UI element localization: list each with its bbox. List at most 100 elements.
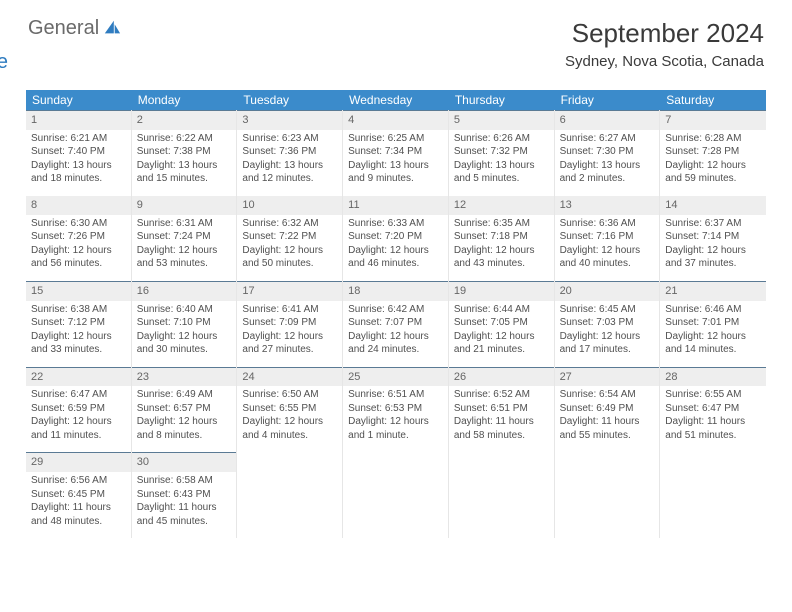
daylight-line: Daylight: 12 hours and 50 minutes. [242,244,337,271]
day-number: 27 [555,367,660,387]
daylight-line: Daylight: 13 hours and 5 minutes. [454,159,549,186]
calendar-day: 10Sunrise: 6:32 AMSunset: 7:22 PMDayligh… [237,196,343,281]
calendar-day: 2Sunrise: 6:22 AMSunset: 7:38 PMDaylight… [132,110,238,196]
sunset-line: Sunset: 7:28 PM [665,145,761,159]
sunset-line: Sunset: 6:47 PM [665,402,761,416]
daylight-line: Daylight: 12 hours and 40 minutes. [560,244,655,271]
sunrise-line: Sunrise: 6:27 AM [560,132,655,146]
calendar-day: 8Sunrise: 6:30 AMSunset: 7:26 PMDaylight… [26,196,132,281]
day-number: 22 [26,367,131,387]
daylight-line: Daylight: 12 hours and 53 minutes. [137,244,232,271]
calendar-day: 16Sunrise: 6:40 AMSunset: 7:10 PMDayligh… [132,281,238,367]
calendar-day: 21Sunrise: 6:46 AMSunset: 7:01 PMDayligh… [660,281,766,367]
day-number: 15 [26,281,131,301]
calendar-day: 19Sunrise: 6:44 AMSunset: 7:05 PMDayligh… [449,281,555,367]
sunrise-line: Sunrise: 6:47 AM [31,388,126,402]
day-details: Sunrise: 6:45 AMSunset: 7:03 PMDaylight:… [555,301,660,357]
day-number: 14 [660,196,766,215]
day-details: Sunrise: 6:49 AMSunset: 6:57 PMDaylight:… [132,386,237,442]
day-number: 23 [132,367,237,387]
day-number: 21 [660,281,766,301]
sunset-line: Sunset: 7:40 PM [31,145,126,159]
daylight-line: Daylight: 12 hours and 4 minutes. [242,415,337,442]
day-number: 19 [449,281,554,301]
daylight-line: Daylight: 13 hours and 15 minutes. [137,159,232,186]
day-number: 3 [237,110,342,130]
daylight-line: Daylight: 11 hours and 51 minutes. [665,415,761,442]
sunrise-line: Sunrise: 6:33 AM [348,217,443,231]
daylight-line: Daylight: 12 hours and 43 minutes. [454,244,549,271]
daylight-line: Daylight: 13 hours and 9 minutes. [348,159,443,186]
sunrise-line: Sunrise: 6:23 AM [242,132,337,146]
day-details: Sunrise: 6:54 AMSunset: 6:49 PMDaylight:… [555,386,660,442]
day-number: 2 [132,110,237,130]
day-number: 17 [237,281,342,301]
sunrise-line: Sunrise: 6:36 AM [560,217,655,231]
sunset-line: Sunset: 7:18 PM [454,230,549,244]
day-details: Sunrise: 6:26 AMSunset: 7:32 PMDaylight:… [449,130,554,186]
weekday-header: Wednesday [343,90,449,110]
sunrise-line: Sunrise: 6:37 AM [665,217,761,231]
day-details: Sunrise: 6:31 AMSunset: 7:24 PMDaylight:… [132,215,237,271]
calendar-day: 27Sunrise: 6:54 AMSunset: 6:49 PMDayligh… [555,367,661,453]
day-details: Sunrise: 6:50 AMSunset: 6:55 PMDaylight:… [237,386,342,442]
daylight-line: Daylight: 12 hours and 46 minutes. [348,244,443,271]
calendar-day: 3 Sunrise: 6:23 AMSunset: 7:36 PMDaylight… [237,110,343,196]
calendar-day: 4Sunrise: 6:25 AMSunset: 7:34 PMDaylight… [343,110,449,196]
daylight-line: Daylight: 11 hours and 45 minutes. [137,501,232,528]
calendar-day: 26Sunrise: 6:52 AMSunset: 6:51 PMDayligh… [449,367,555,453]
daylight-line: Daylight: 12 hours and 21 minutes. [454,330,549,357]
calendar-day: 7Sunrise: 6:28 AMSunset: 7:28 PMDaylight… [660,110,766,196]
day-number: 10 [237,196,342,215]
day-details: Sunrise: 6:52 AMSunset: 6:51 PMDaylight:… [449,386,554,442]
daylight-line: Daylight: 12 hours and 17 minutes. [560,330,655,357]
sunrise-line: Sunrise: 6:58 AM [137,474,232,488]
page-title: September 2024 [565,18,764,49]
sunrise-line: Sunrise: 6:45 AM [560,303,655,317]
sunset-line: Sunset: 7:32 PM [454,145,549,159]
day-number: 29 [26,452,131,472]
day-details: Sunrise: 6:32 AMSunset: 7:22 PMDaylight:… [237,215,342,271]
sunset-line: Sunset: 7:07 PM [348,316,443,330]
sunrise-line: Sunrise: 6:56 AM [31,474,126,488]
calendar-day: 20Sunrise: 6:45 AMSunset: 7:03 PMDayligh… [555,281,661,367]
daylight-line: Daylight: 11 hours and 55 minutes. [560,415,655,442]
weeks-container: 1Sunrise: 6:21 AMSunset: 7:40 PMDaylight… [26,110,766,538]
day-details: Sunrise: 6:58 AMSunset: 6:43 PMDaylight:… [132,472,237,528]
day-details: Sunrise: 6:37 AMSunset: 7:14 PMDaylight:… [660,215,766,271]
calendar-day: 24Sunrise: 6:50 AMSunset: 6:55 PMDayligh… [237,367,343,453]
day-number: 26 [449,367,554,387]
calendar-day: 5Sunrise: 6:26 AMSunset: 7:32 PMDaylight… [449,110,555,196]
calendar-day: 12Sunrise: 6:35 AMSunset: 7:18 PMDayligh… [449,196,555,281]
calendar-day: 9Sunrise: 6:31 AMSunset: 7:24 PMDaylight… [132,196,238,281]
day-number: 13 [555,196,660,215]
sunrise-line: Sunrise: 6:32 AM [242,217,337,231]
calendar-day: 29Sunrise: 6:56 AMSunset: 6:45 PMDayligh… [26,452,132,538]
calendar-day: 17Sunrise: 6:41 AMSunset: 7:09 PMDayligh… [237,281,343,367]
title-block: September 2024 Sydney, Nova Scotia, Cana… [565,18,764,70]
calendar-day [343,452,449,538]
calendar-day [449,452,555,538]
sunrise-line: Sunrise: 6:40 AM [137,303,232,317]
calendar-day [660,452,766,538]
day-details: Sunrise: 6:33 AMSunset: 7:20 PMDaylight:… [343,215,448,271]
calendar-day: 1Sunrise: 6:21 AMSunset: 7:40 PMDaylight… [26,110,132,196]
sunset-line: Sunset: 7:05 PM [454,316,549,330]
daylight-line: Daylight: 12 hours and 27 minutes. [242,330,337,357]
daylight-line: Daylight: 13 hours and 12 minutes. [242,159,337,186]
sunset-line: Sunset: 7:14 PM [665,230,761,244]
header: General Blue September 2024 Sydney, Nova… [0,0,792,80]
sunset-line: Sunset: 7:12 PM [31,316,126,330]
sunset-line: Sunset: 6:59 PM [31,402,126,416]
sunset-line: Sunset: 6:51 PM [454,402,549,416]
location-subtitle: Sydney, Nova Scotia, Canada [565,53,764,70]
sunset-line: Sunset: 7:10 PM [137,316,232,330]
sunset-line: Sunset: 6:49 PM [560,402,655,416]
day-details: Sunrise: 6:21 AMSunset: 7:40 PMDaylight:… [26,130,131,186]
daylight-line: Daylight: 12 hours and 37 minutes. [665,244,761,271]
day-number: 28 [660,367,766,387]
sunset-line: Sunset: 7:36 PM [242,145,337,159]
calendar-day: 25Sunrise: 6:51 AMSunset: 6:53 PMDayligh… [343,367,449,453]
day-number: 30 [132,452,237,472]
weekday-header: Monday [132,90,238,110]
